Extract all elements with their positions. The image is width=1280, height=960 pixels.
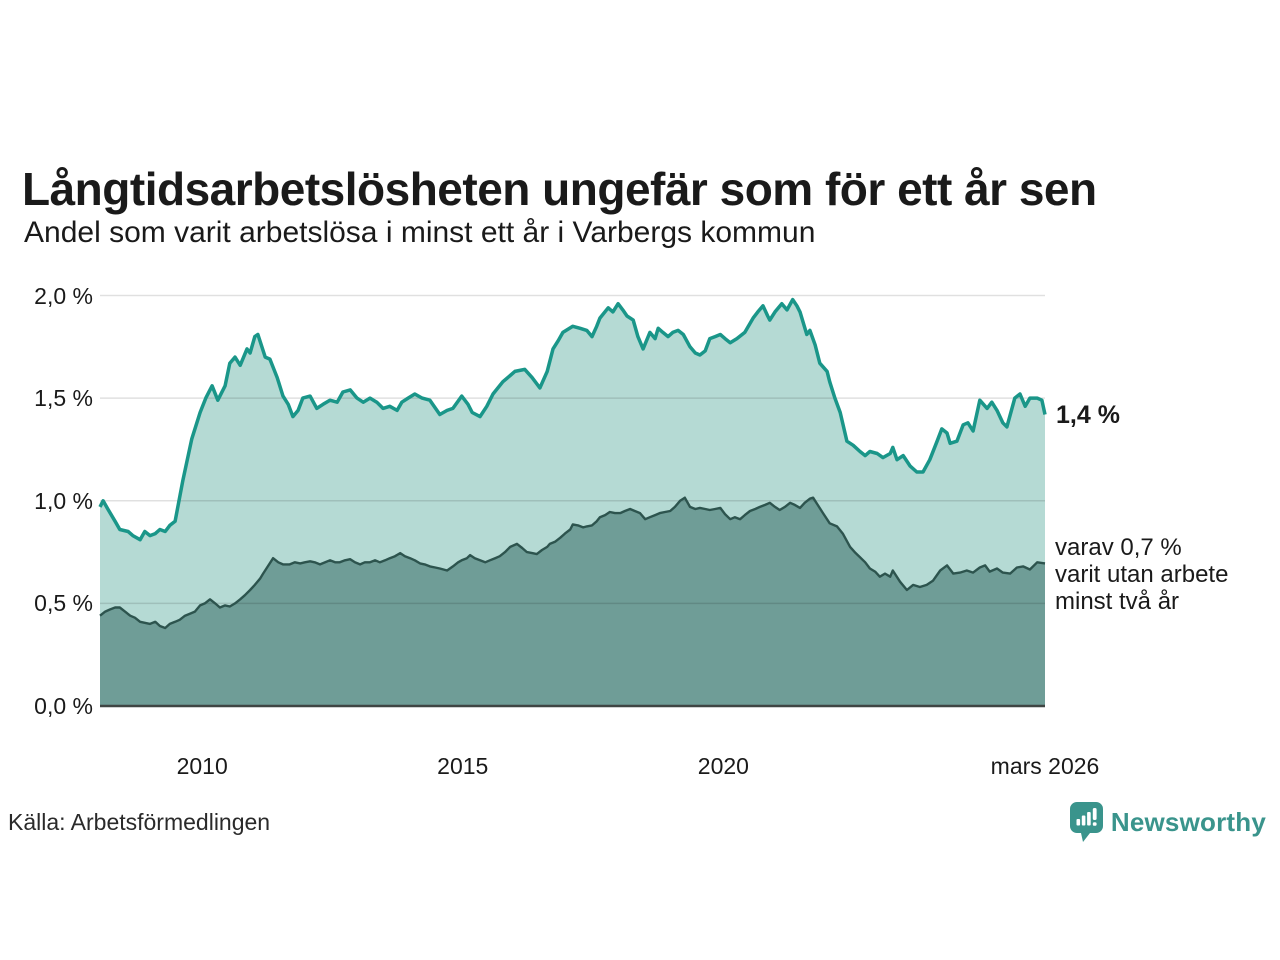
page-title: Långtidsarbetslösheten ungefär som för e… xyxy=(22,162,1097,215)
x-tick-label: 2010 xyxy=(176,753,228,779)
x-tick-label: 2015 xyxy=(437,753,489,779)
brand-logo: Newsworthy xyxy=(1069,800,1266,844)
y-tick-label: 2,0 % xyxy=(34,282,93,309)
source-attribution: Källa: Arbetsförmedlingen xyxy=(8,809,271,835)
brand-name: Newsworthy xyxy=(1110,806,1266,837)
y-tick-label: 0,0 % xyxy=(34,693,93,719)
series-2-line xyxy=(99,496,1046,630)
newsworthy-speech-bubble-bar-chart-icon xyxy=(1069,802,1103,842)
x-tick-label: mars 2026 xyxy=(990,753,1100,779)
series-1-line xyxy=(98,297,1047,542)
y-tick-label: 1,0 % xyxy=(34,487,93,514)
x-axis-tick-labels: 2010 2015 2020 mars 2026 xyxy=(0,751,1280,781)
x-tick-label: 2020 xyxy=(697,753,749,779)
latest-value-label: 1,4 % xyxy=(1056,401,1120,429)
page-subtitle: Andel som varit arbetslösa i minst ett å… xyxy=(24,216,816,249)
y-tick-label: 1,5 % xyxy=(34,385,93,412)
series-2-area xyxy=(100,497,1045,706)
y-tick-label: 0,5 % xyxy=(34,590,93,617)
subset-value-label: varav 0,7 % varit utan arbete minst två … xyxy=(1055,534,1229,615)
